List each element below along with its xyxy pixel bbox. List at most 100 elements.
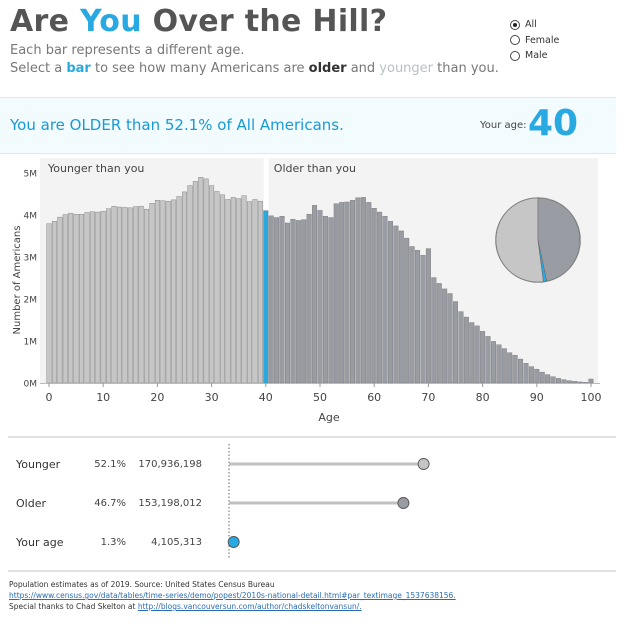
bar-age-53[interactable] — [333, 203, 339, 384]
bar-age-20[interactable] — [154, 200, 160, 384]
bar-age-23[interactable] — [171, 199, 177, 384]
bar-age-99[interactable] — [583, 382, 589, 384]
bar-age-83[interactable] — [496, 344, 502, 384]
bar-age-34[interactable] — [230, 197, 236, 384]
bar-age-91[interactable] — [539, 371, 545, 384]
bar-age-58[interactable] — [360, 197, 366, 384]
bar-age-13[interactable] — [116, 206, 122, 384]
bar-age-24[interactable] — [176, 196, 182, 384]
bar-age-66[interactable] — [404, 237, 410, 384]
bar-age-27[interactable] — [192, 181, 198, 384]
bar-age-2[interactable] — [57, 216, 63, 384]
bar-age-59[interactable] — [366, 202, 372, 384]
bar-age-75[interactable] — [453, 301, 458, 384]
bar-age-72[interactable] — [436, 283, 442, 384]
bar-age-41[interactable] — [268, 215, 274, 384]
bar-age-73[interactable] — [442, 288, 448, 384]
bar-age-85[interactable] — [507, 352, 513, 384]
radio-circle[interactable] — [510, 35, 520, 46]
bar-age-29[interactable] — [203, 178, 209, 384]
bar-age-40[interactable] — [263, 210, 269, 384]
bar-age-57[interactable] — [355, 197, 361, 384]
bar-age-33[interactable] — [225, 199, 231, 384]
bar-age-14[interactable] — [122, 207, 128, 384]
bar-age-37[interactable] — [247, 201, 253, 384]
bar-age-95[interactable] — [561, 379, 567, 384]
bar-age-89[interactable] — [528, 366, 534, 384]
bar-age-46[interactable] — [295, 220, 301, 384]
bar-age-63[interactable] — [387, 221, 393, 384]
bar-age-43[interactable] — [279, 216, 285, 384]
bar-age-0[interactable] — [46, 223, 52, 384]
bar-age-8[interactable] — [89, 211, 95, 384]
footer-census-link[interactable]: https://www.census.gov/data/tables/time-… — [9, 591, 456, 600]
bar-age-56[interactable] — [350, 200, 355, 384]
bar-age-69[interactable] — [420, 255, 426, 384]
bar-age-78[interactable] — [469, 322, 475, 384]
bar-age-4[interactable] — [68, 213, 74, 384]
bar-age-21[interactable] — [160, 200, 166, 384]
bar-age-6[interactable] — [79, 213, 84, 384]
bar-age-32[interactable] — [219, 194, 225, 384]
radio-circle[interactable] — [510, 19, 520, 30]
bar-age-80[interactable] — [480, 331, 486, 384]
bar-age-81[interactable] — [485, 336, 491, 384]
bar-age-5[interactable] — [73, 213, 79, 384]
bar-age-44[interactable] — [285, 222, 290, 384]
bar-age-86[interactable] — [512, 355, 518, 384]
bar-age-51[interactable] — [322, 216, 328, 384]
bar-age-54[interactable] — [339, 202, 345, 384]
bar-age-94[interactable] — [556, 378, 561, 384]
bar-age-16[interactable] — [133, 206, 139, 384]
bar-age-93[interactable] — [550, 376, 556, 384]
bar-age-64[interactable] — [393, 225, 399, 384]
bar-age-62[interactable] — [382, 216, 388, 384]
bar-age-60[interactable] — [371, 208, 377, 384]
bar-age-18[interactable] — [144, 208, 150, 384]
bar-age-3[interactable] — [62, 214, 68, 384]
bar-age-100[interactable] — [588, 378, 594, 384]
bar-age-50[interactable] — [317, 210, 323, 384]
radio-all[interactable]: All — [510, 17, 559, 33]
bar-age-77[interactable] — [463, 316, 469, 384]
bar-age-71[interactable] — [431, 277, 437, 384]
bar-age-96[interactable] — [566, 380, 572, 384]
bar-age-82[interactable] — [490, 341, 496, 384]
bar-age-45[interactable] — [290, 219, 296, 384]
bar-age-61[interactable] — [377, 211, 383, 384]
bar-age-70[interactable] — [425, 248, 431, 384]
bar-age-67[interactable] — [409, 246, 415, 384]
bar-age-31[interactable] — [214, 191, 220, 384]
bar-age-1[interactable] — [51, 221, 57, 384]
bar-age-15[interactable] — [127, 207, 133, 384]
bar-age-7[interactable] — [84, 212, 90, 384]
radio-male[interactable]: Male — [510, 48, 559, 64]
bar-age-97[interactable] — [572, 381, 578, 384]
bar-age-52[interactable] — [328, 217, 334, 384]
bar-age-36[interactable] — [241, 195, 247, 384]
bar-age-47[interactable] — [301, 219, 307, 384]
bar-age-22[interactable] — [165, 200, 171, 384]
bar-age-68[interactable] — [415, 250, 421, 384]
bar-age-28[interactable] — [198, 177, 204, 384]
bar-age-48[interactable] — [306, 213, 312, 384]
bar-age-38[interactable] — [252, 199, 258, 384]
bar-age-84[interactable] — [501, 348, 507, 384]
bar-age-88[interactable] — [523, 363, 529, 384]
bar-age-49[interactable] — [312, 205, 318, 384]
bar-age-74[interactable] — [447, 293, 453, 384]
bar-age-92[interactable] — [545, 374, 551, 384]
radio-female[interactable]: Female — [510, 33, 559, 49]
bar-age-9[interactable] — [95, 211, 101, 384]
bar-age-87[interactable] — [518, 358, 524, 384]
bar-age-17[interactable] — [138, 206, 144, 384]
bar-age-35[interactable] — [236, 198, 242, 384]
bar-age-79[interactable] — [474, 325, 480, 384]
radio-circle[interactable] — [510, 50, 520, 61]
bar-age-39[interactable] — [257, 200, 263, 384]
footer-thanks-link[interactable]: http://blogs.vancouversun.com/author/cha… — [137, 602, 362, 611]
bar-age-55[interactable] — [344, 201, 350, 384]
bar-age-42[interactable] — [274, 217, 280, 384]
bar-age-25[interactable] — [182, 191, 187, 384]
bar-age-30[interactable] — [209, 185, 215, 384]
